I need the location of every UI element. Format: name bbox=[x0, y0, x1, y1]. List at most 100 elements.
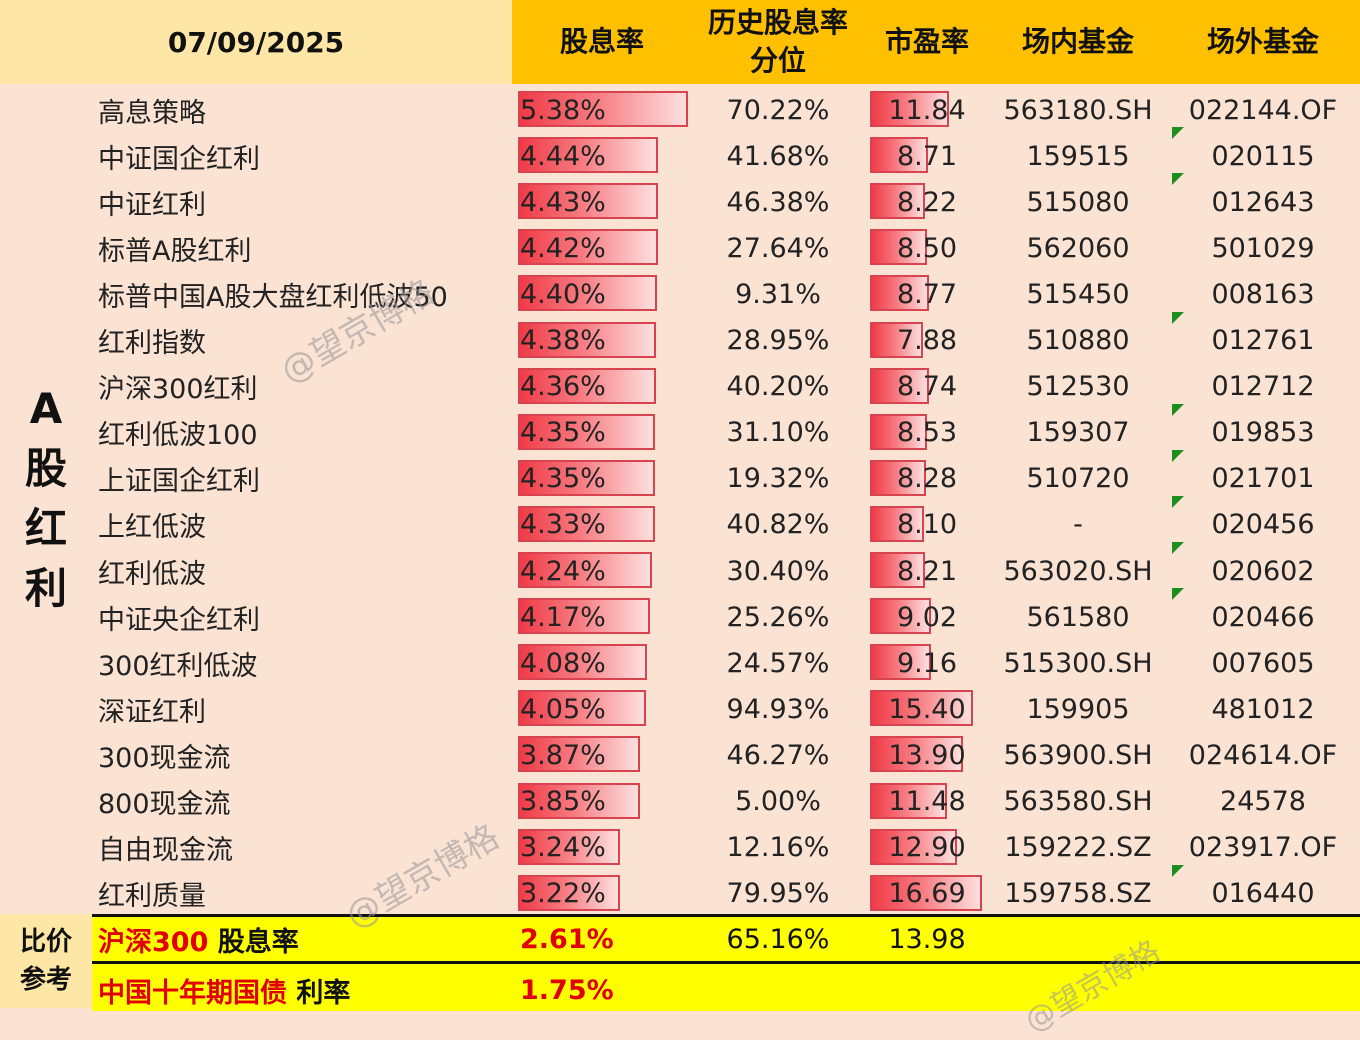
bond-rate: 1.75% bbox=[520, 974, 614, 1006]
yield-bar bbox=[518, 598, 650, 635]
hs300-yield: 2.61% bbox=[520, 923, 614, 955]
category-char: A bbox=[29, 384, 63, 433]
reference-label: 比价 参考 bbox=[0, 914, 92, 1008]
pe-value: 11.48 bbox=[888, 786, 966, 817]
hist-percentile: 31.10% bbox=[726, 417, 830, 449]
yield-value: 4.35% bbox=[520, 463, 606, 495]
yield-bar bbox=[518, 874, 620, 911]
comment-marker-icon bbox=[1172, 127, 1184, 140]
index-name: 中证国企红利 bbox=[98, 143, 260, 175]
onexchange-fund: 510880 bbox=[1026, 325, 1130, 356]
col-yield-header: 股息率 bbox=[559, 25, 644, 58]
pe-value: 8.74 bbox=[896, 371, 958, 403]
pe-bar bbox=[870, 413, 927, 450]
yield-bar bbox=[518, 690, 646, 727]
pe-value: 8.10 bbox=[896, 509, 958, 541]
table-row: 红利质量 3.22% 79.95% 16.69 159758.SZ 016440 bbox=[92, 864, 1360, 917]
col-onex-header: 场内基金 bbox=[1021, 25, 1134, 58]
pe-value: 7.88 bbox=[896, 325, 958, 356]
offexchange-fund: 020456 bbox=[1211, 509, 1315, 541]
pe-value: 11.84 bbox=[888, 94, 966, 126]
yield-value: 3.87% bbox=[520, 739, 606, 771]
table-row: 中证央企红利 4.17% 25.26% 9.02 561580 020466 bbox=[92, 588, 1360, 640]
category-label: A 股 红 利 bbox=[0, 84, 92, 914]
table-row: 高息策略 5.38% 70.22% 11.84 563180.SH 022144.OF bbox=[92, 87, 1360, 133]
pe-bar bbox=[870, 644, 931, 681]
col-hist-header: 历史股息率 分位 bbox=[692, 0, 864, 84]
offexchange-fund: 481012 bbox=[1211, 693, 1315, 725]
yield-value: 3.22% bbox=[520, 878, 606, 910]
index-name: 上证国企红利 bbox=[98, 466, 260, 498]
pe-bar bbox=[870, 782, 947, 819]
col-hist-line2: 分位 bbox=[749, 44, 806, 77]
table-row: 中证国企红利 4.44% 41.68% 8.71 159515 020115 bbox=[92, 127, 1360, 179]
index-name: 中证央企红利 bbox=[98, 604, 260, 636]
comment-marker-icon bbox=[1172, 449, 1184, 462]
yield-bar bbox=[518, 413, 655, 450]
category-char: 股 bbox=[24, 444, 67, 493]
pe-bar bbox=[870, 690, 973, 727]
index-name: 标普中国A股大盘红利低波50 bbox=[98, 281, 448, 313]
offexchange-fund: 501029 bbox=[1211, 232, 1315, 264]
pe-bar bbox=[870, 459, 926, 496]
table-row: 上证国企红利 4.35% 19.32% 8.28 510720 021701 bbox=[92, 449, 1360, 502]
offexchange-fund: 019853 bbox=[1211, 417, 1315, 449]
hist-percentile: 30.40% bbox=[726, 555, 830, 587]
yield-value: 4.43% bbox=[520, 186, 606, 218]
onexchange-fund: 563020.SH bbox=[1003, 555, 1153, 587]
index-name: 中证红利 bbox=[98, 189, 206, 221]
hs300-suffix: 股息率 bbox=[208, 926, 299, 958]
onexchange-fund: 562060 bbox=[1026, 232, 1130, 264]
pe-value: 8.71 bbox=[896, 140, 958, 172]
comment-marker-icon bbox=[1172, 173, 1184, 186]
col-pe-header: 市盈率 bbox=[884, 25, 969, 58]
table-row: 深证红利 4.05% 94.93% 15.40 159905 481012 bbox=[92, 686, 1360, 732]
index-name: 沪深300红利 bbox=[98, 374, 258, 406]
offexchange-fund: 012712 bbox=[1211, 371, 1315, 403]
table-row: 红利低波100 4.35% 31.10% 8.53 159307 019853 bbox=[92, 403, 1360, 456]
bond-suffix: 利率 bbox=[287, 977, 351, 1009]
reference-label-line2: 参考 bbox=[19, 965, 72, 995]
onexchange-fund: 561580 bbox=[1026, 601, 1130, 633]
pe-value: 9.02 bbox=[896, 601, 958, 633]
yield-bar bbox=[518, 459, 655, 496]
pe-bar bbox=[870, 275, 929, 312]
hist-percentile: 24.57% bbox=[726, 647, 830, 679]
onexchange-fund: 159222.SZ bbox=[1004, 832, 1152, 864]
onexchange-fund: 515080 bbox=[1026, 186, 1130, 218]
comment-marker-icon bbox=[1172, 588, 1184, 601]
pe-bar bbox=[870, 229, 927, 266]
table-row: 红利低波 4.24% 30.40% 8.21 563020.SH 020602 bbox=[92, 542, 1360, 594]
onexchange-fund: - bbox=[1073, 509, 1083, 541]
offexchange-fund: 007605 bbox=[1211, 647, 1315, 679]
pe-bar bbox=[870, 505, 924, 542]
hs300-label: 沪深300 股息率 bbox=[98, 917, 299, 961]
pe-value: 8.21 bbox=[896, 555, 958, 587]
onexchange-fund: 159515 bbox=[1026, 140, 1130, 172]
index-name: 红利质量 bbox=[98, 881, 206, 913]
comment-marker-icon bbox=[1172, 403, 1184, 416]
yield-bar bbox=[518, 552, 652, 588]
table-row: 自由现金流 3.24% 12.16% 12.90 159222.SZ 023917.OF bbox=[92, 825, 1360, 871]
onexchange-fund: 515450 bbox=[1026, 278, 1130, 310]
date-header: 07/09/2025 bbox=[0, 0, 512, 84]
offexchange-fund: 24578 bbox=[1220, 786, 1306, 817]
hist-percentile: 94.93% bbox=[726, 693, 830, 725]
hist-percentile: 5.00% bbox=[735, 786, 821, 817]
comment-marker-icon bbox=[1172, 311, 1184, 324]
onexchange-fund: 159758.SZ bbox=[1004, 878, 1152, 910]
offexchange-fund: 023917.OF bbox=[1188, 832, 1338, 864]
hist-percentile: 9.31% bbox=[735, 278, 821, 310]
table-row: 沪深300红利 4.36% 40.20% 8.74 512530 012712 bbox=[92, 364, 1360, 410]
onexchange-fund: 563180.SH bbox=[1003, 94, 1153, 126]
hs300-hist: 65.16% bbox=[726, 923, 830, 955]
comment-marker-icon bbox=[1172, 542, 1184, 554]
pe-bar bbox=[870, 828, 957, 865]
hs300-name: 沪深300 bbox=[98, 926, 209, 958]
table-row: 标普中国A股大盘红利低波50 4.40% 9.31% 8.77 515450 008163 bbox=[92, 271, 1360, 317]
hist-percentile: 79.95% bbox=[726, 878, 830, 910]
hist-percentile: 70.22% bbox=[726, 94, 830, 126]
pe-value: 13.90 bbox=[888, 739, 966, 771]
hist-percentile: 40.20% bbox=[726, 371, 830, 403]
pe-value: 8.50 bbox=[896, 232, 958, 264]
